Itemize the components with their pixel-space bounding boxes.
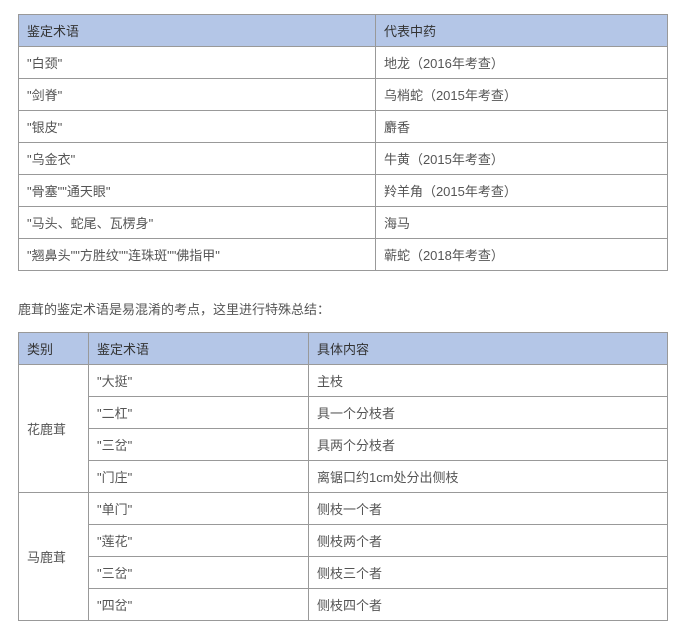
term-cell: "乌金衣" xyxy=(19,143,376,175)
table-row: "门庄"离锯口约1cm处分出侧枝 xyxy=(19,461,668,493)
table-row: "二杠"具一个分枝者 xyxy=(19,397,668,429)
table-row: "白颈"地龙（2016年考查） xyxy=(19,47,668,79)
medicine-cell: 海马 xyxy=(375,207,667,239)
terminology-table: 鉴定术语 代表中药 "白颈"地龙（2016年考查）"剑脊"乌梢蛇（2015年考查… xyxy=(18,14,668,271)
table-row: 马鹿茸"单门"侧枝一个者 xyxy=(19,493,668,525)
content-cell: 具一个分枝者 xyxy=(309,397,668,429)
term-cell: "大挺" xyxy=(89,365,309,397)
col-header-term: 鉴定术语 xyxy=(89,333,309,365)
term-cell: "二杠" xyxy=(89,397,309,429)
table-row: "马头、蛇尾、瓦楞身"海马 xyxy=(19,207,668,239)
col-header-medicine: 代表中药 xyxy=(375,15,667,47)
col-header-term: 鉴定术语 xyxy=(19,15,376,47)
term-cell: "四岔" xyxy=(89,589,309,621)
category-cell: 花鹿茸 xyxy=(19,365,89,493)
medicine-cell: 麝香 xyxy=(375,111,667,143)
table-row: "翘鼻头""方胜纹""连珠斑""佛指甲"蕲蛇（2018年考查） xyxy=(19,239,668,271)
content-cell: 侧枝四个者 xyxy=(309,589,668,621)
content-cell: 具两个分枝者 xyxy=(309,429,668,461)
section-note: 鹿茸的鉴定术语是易混淆的考点，这里进行特殊总结： xyxy=(18,299,668,318)
lurong-table: 类别 鉴定术语 具体内容 花鹿茸"大挺"主枝"二杠"具一个分枝者"三岔"具两个分… xyxy=(18,332,668,621)
content-cell: 侧枝三个者 xyxy=(309,557,668,589)
table-row: "莲花"侧枝两个者 xyxy=(19,525,668,557)
term-cell: "莲花" xyxy=(89,525,309,557)
term-cell: "门庄" xyxy=(89,461,309,493)
term-cell: "骨塞""通天眼" xyxy=(19,175,376,207)
content-cell: 侧枝两个者 xyxy=(309,525,668,557)
table-row: "乌金衣"牛黄（2015年考查） xyxy=(19,143,668,175)
medicine-cell: 乌梢蛇（2015年考查） xyxy=(375,79,667,111)
medicine-cell: 蕲蛇（2018年考查） xyxy=(375,239,667,271)
medicine-cell: 地龙（2016年考查） xyxy=(375,47,667,79)
table-row: "银皮"麝香 xyxy=(19,111,668,143)
medicine-cell: 羚羊角（2015年考查） xyxy=(375,175,667,207)
term-cell: "三岔" xyxy=(89,429,309,461)
table-row: "三岔"侧枝三个者 xyxy=(19,557,668,589)
table-row: "三岔"具两个分枝者 xyxy=(19,429,668,461)
term-cell: "翘鼻头""方胜纹""连珠斑""佛指甲" xyxy=(19,239,376,271)
term-cell: "白颈" xyxy=(19,47,376,79)
col-header-category: 类别 xyxy=(19,333,89,365)
table-row: "剑脊"乌梢蛇（2015年考查） xyxy=(19,79,668,111)
col-header-content: 具体内容 xyxy=(309,333,668,365)
term-cell: "单门" xyxy=(89,493,309,525)
medicine-cell: 牛黄（2015年考查） xyxy=(375,143,667,175)
term-cell: "马头、蛇尾、瓦楞身" xyxy=(19,207,376,239)
term-cell: "三岔" xyxy=(89,557,309,589)
term-cell: "银皮" xyxy=(19,111,376,143)
table-row: "骨塞""通天眼"羚羊角（2015年考查） xyxy=(19,175,668,207)
content-cell: 离锯口约1cm处分出侧枝 xyxy=(309,461,668,493)
content-cell: 侧枝一个者 xyxy=(309,493,668,525)
table-header-row: 鉴定术语 代表中药 xyxy=(19,15,668,47)
table-row: 花鹿茸"大挺"主枝 xyxy=(19,365,668,397)
table-header-row: 类别 鉴定术语 具体内容 xyxy=(19,333,668,365)
content-cell: 主枝 xyxy=(309,365,668,397)
term-cell: "剑脊" xyxy=(19,79,376,111)
table-row: "四岔"侧枝四个者 xyxy=(19,589,668,621)
